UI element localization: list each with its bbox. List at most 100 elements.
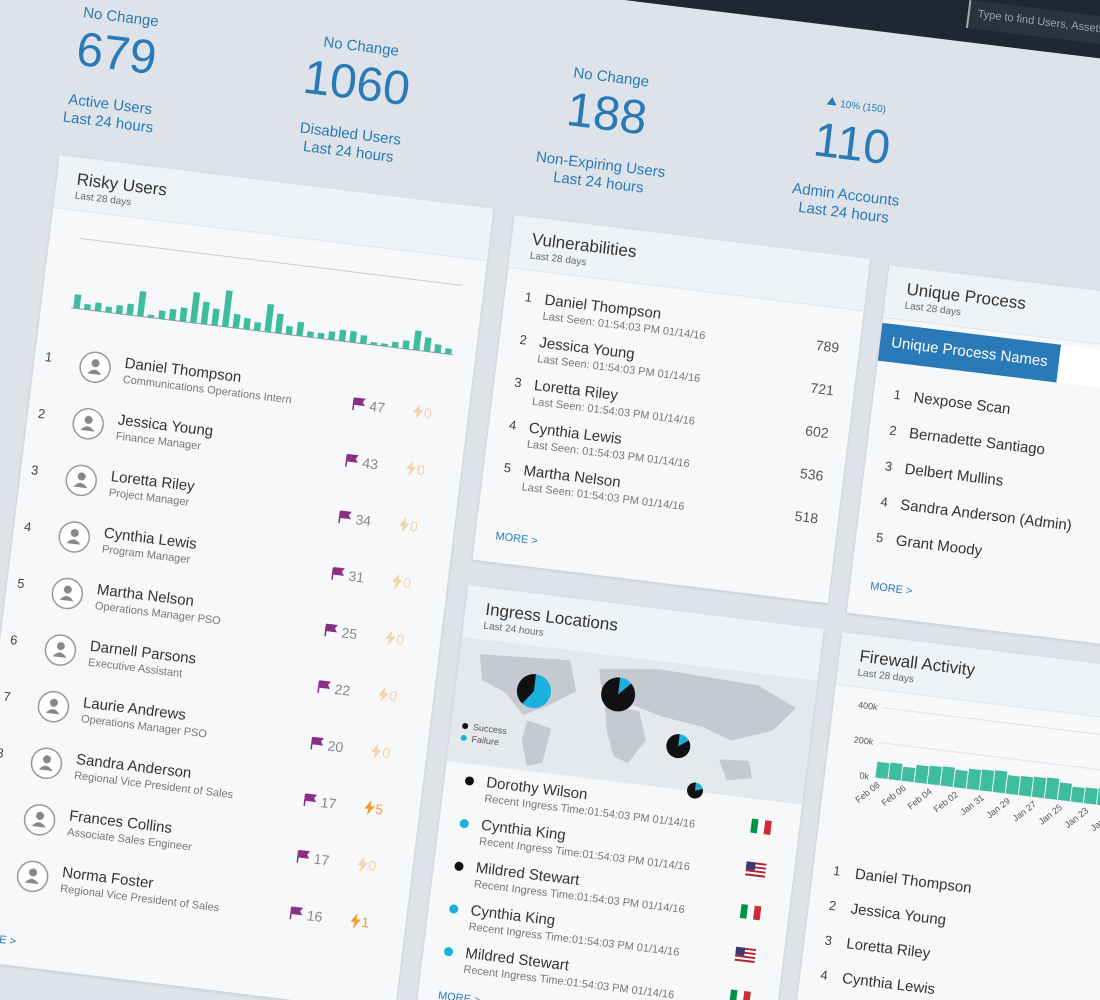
bar — [423, 337, 432, 352]
user-name: Cynthia Lewis — [841, 969, 936, 999]
flag-icon — [345, 453, 359, 467]
bolt-shape — [392, 573, 403, 590]
rank: 1 — [524, 289, 534, 305]
stat: No Change 188 Non-Expiring Users Last 24 ho… — [487, 56, 721, 212]
x-tick-label: Feb 04 — [906, 786, 934, 811]
bar — [1057, 782, 1072, 802]
ingress-locations-panel: Ingress Locations Last 24 hours Success Fai… — [411, 585, 824, 1000]
bar — [875, 761, 890, 779]
pie-slice-success — [516, 674, 536, 704]
risky-chart — [71, 237, 462, 356]
avatar — [16, 860, 49, 893]
bolt-icon — [392, 573, 403, 590]
rank: 1 — [832, 863, 842, 879]
search-box[interactable]: Type to find Users, Assets, an — [965, 0, 1100, 65]
continent — [599, 668, 796, 741]
legend-dot — [460, 734, 467, 741]
avatar-body — [31, 822, 46, 828]
bar — [136, 290, 147, 317]
bar — [94, 302, 102, 312]
rank: 7 — [2, 688, 12, 705]
grid-line — [883, 707, 1100, 747]
bar — [200, 301, 210, 325]
process-name: Grant Moody — [894, 532, 984, 560]
flag-icon — [289, 906, 304, 920]
flag-shape — [296, 849, 311, 863]
rank: 3 — [513, 374, 523, 391]
process-name: Sandra Anderson (Admin) — [899, 496, 1073, 535]
stat-change-text: 10% (150) — [839, 99, 887, 116]
bolt-shape — [378, 686, 389, 703]
avatar-body — [24, 878, 39, 885]
tab[interactable]: Unique — [1056, 344, 1100, 405]
more-link[interactable]: MORE > — [0, 930, 17, 948]
status-dot-shape — [454, 861, 464, 871]
bolt-shape — [406, 460, 417, 477]
country-flag — [734, 946, 757, 964]
bolt-icon — [412, 404, 424, 420]
country-flag — [750, 818, 772, 835]
legend-label: Failure — [471, 734, 500, 747]
x-tick-label: Jan 27 — [1011, 799, 1038, 824]
flag-stripe — [729, 989, 738, 1000]
status-dot — [449, 904, 459, 914]
bar — [158, 310, 166, 320]
more-link[interactable]: MORE > — [437, 989, 481, 1000]
rank: 2 — [888, 422, 898, 439]
x-tick-label: Jan 23 — [1063, 805, 1090, 830]
bar — [434, 344, 442, 354]
bar — [190, 291, 201, 324]
alert-count: 0 — [402, 574, 412, 592]
flag-stripe — [745, 871, 766, 876]
bar — [1044, 777, 1060, 800]
bar — [253, 321, 262, 332]
bolt-icon — [357, 856, 368, 873]
flag-shape — [303, 793, 318, 807]
flag-count: 16 — [305, 907, 324, 925]
axis-line — [71, 307, 454, 356]
more-link[interactable]: MORE > — [869, 580, 914, 598]
process-name: Delbert Mullins — [903, 460, 1005, 490]
bolt-icon — [371, 743, 382, 760]
flag-shape — [352, 397, 366, 411]
bar — [105, 306, 113, 313]
bar — [914, 764, 929, 784]
flag-count: 34 — [354, 511, 372, 529]
bar — [168, 308, 177, 321]
pie-slice-failure — [678, 734, 689, 747]
grid-line — [874, 776, 1100, 817]
flag-shape — [345, 453, 359, 467]
bolt-icon — [350, 913, 361, 929]
rank: 5 — [16, 575, 26, 592]
vuln-count: 518 — [793, 507, 820, 527]
country-flag — [739, 904, 762, 921]
bar — [412, 330, 422, 351]
avatar-body — [73, 482, 88, 489]
axis-line — [79, 237, 462, 286]
bar — [1005, 775, 1020, 795]
avatar-head — [84, 415, 93, 424]
bolt-shape — [385, 630, 396, 646]
avatar-head — [56, 642, 65, 651]
user-name: Jessica Young — [849, 900, 947, 929]
flag-stripe — [739, 904, 749, 919]
avatar-head — [49, 698, 58, 707]
bar — [338, 329, 347, 342]
status-dot — [459, 819, 469, 829]
bar — [901, 766, 916, 783]
bar — [966, 768, 982, 791]
avatar — [58, 521, 91, 553]
flag-count: 17 — [319, 794, 338, 812]
status-dot-shape — [444, 947, 454, 957]
user-name: Daniel Thompson — [853, 865, 973, 897]
flag-stripe — [753, 905, 762, 921]
bar — [73, 294, 82, 309]
stat: No Change 679 Active Users Last 24 hours — [0, 0, 231, 151]
bar — [1083, 787, 1098, 805]
bar — [115, 305, 124, 315]
avatar-head — [36, 811, 45, 820]
avatar — [23, 804, 56, 836]
flag-stripe — [745, 869, 766, 874]
more-link[interactable]: MORE > — [494, 530, 539, 548]
